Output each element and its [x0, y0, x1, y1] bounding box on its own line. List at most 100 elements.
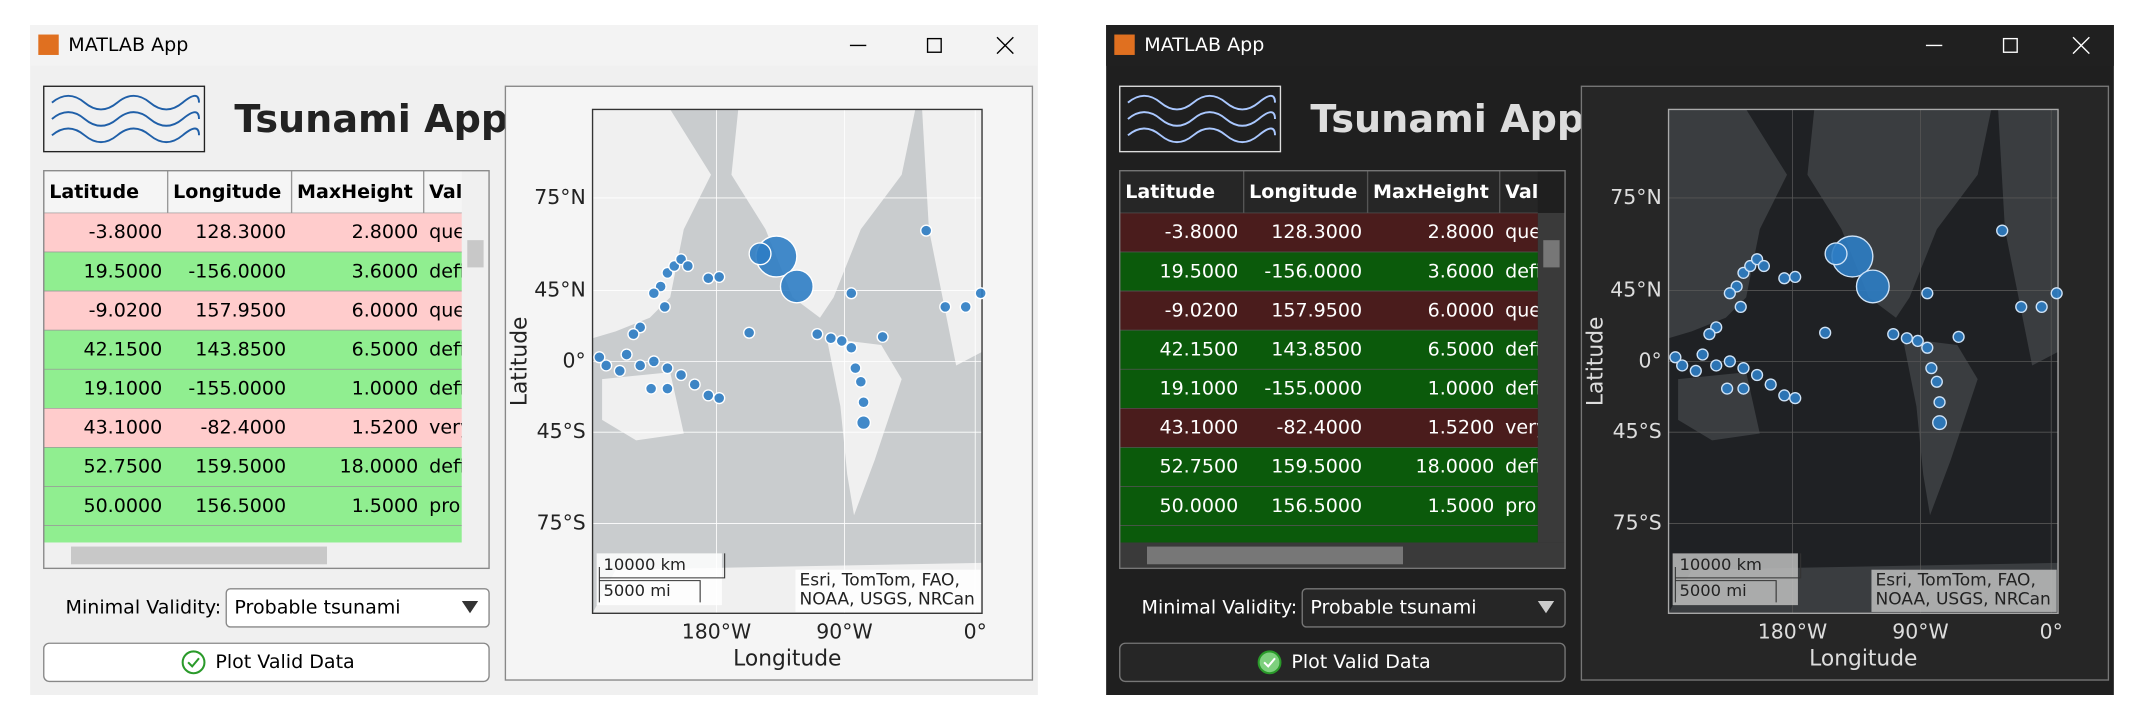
tsunami-bubble: [1996, 224, 2009, 237]
table-cell: 43.1000: [1159, 417, 1238, 439]
tsunami-bubble: [647, 355, 660, 368]
logo-wave: [1127, 94, 1276, 111]
scale-label: 5000 mi: [603, 581, 670, 600]
vertical-scrollbar[interactable]: [1537, 212, 1566, 543]
tsunami-bubble: [1778, 389, 1791, 402]
validity-dropdown[interactable]: [225, 588, 490, 628]
vertical-thumb[interactable]: [467, 240, 484, 268]
table-cell: defi: [429, 338, 465, 360]
tsunami-bubble: [1723, 287, 1736, 300]
lat-tick-label: 75°S: [537, 510, 586, 534]
validity-label: Minimal Validity:: [1142, 596, 1298, 618]
tsunami-bubble: [1824, 242, 1848, 266]
tsunami-bubble: [876, 330, 889, 343]
tsunami-bubble: [1900, 332, 1913, 345]
table-cell: 43.1000: [83, 417, 162, 439]
table-cell: 1.5000: [352, 495, 419, 517]
table-cell: 6.5000: [352, 338, 419, 360]
plot-button[interactable]: [1119, 642, 1566, 683]
table-cell: -3.8000: [1165, 221, 1239, 243]
tsunami-bubble: [974, 287, 987, 300]
validity-label: Minimal Validity:: [66, 596, 222, 618]
scale-bar: [598, 553, 726, 603]
dropdown-arrow: [1537, 601, 1555, 614]
x-axis-label: Longitude: [733, 647, 841, 672]
lon-tick-label: 180°W: [1758, 619, 1827, 643]
table-cell: 52.7500: [1159, 456, 1238, 478]
tsunami-bubble: [688, 378, 701, 391]
table-cell: -155.0000: [188, 378, 286, 400]
attribution: NOAA, USGS, NRCan: [1876, 590, 2051, 610]
validity-dropdown[interactable]: [1301, 588, 1566, 628]
check-mark: [1263, 657, 1276, 668]
scale-label: 5000 mi: [1679, 581, 1746, 600]
table-cell: defi: [1505, 378, 1541, 400]
scale-label: 10000 km: [603, 555, 686, 574]
close-button[interactable]: [2072, 36, 2090, 55]
logo: [1119, 85, 1282, 153]
tsunami-bubble: [1734, 300, 1747, 314]
attribution: Esri, TomTom, FAO,: [1876, 571, 2036, 591]
table-cell: 18.0000: [339, 456, 418, 478]
table-cell: 19.1000: [1159, 378, 1238, 400]
plot-button[interactable]: [43, 642, 490, 683]
table-border: [43, 170, 490, 570]
tsunami-bubble: [627, 327, 640, 341]
table-cell: 156.5000: [1271, 495, 1362, 517]
tsunami-bubble: [1696, 348, 1709, 361]
dropdown-value: Probable tsunami: [234, 596, 400, 618]
app-window: MATLAB App Tsunami App Latitude Longitude Ma…: [30, 25, 1038, 695]
lat-tick-label: 75°N: [534, 185, 585, 209]
button-label: Plot Valid Data: [1291, 651, 1430, 673]
lat-tick-label: 75°S: [1613, 510, 1662, 534]
map-frame: [1667, 108, 2059, 614]
lat-tick-label: 75°N: [1610, 185, 1661, 209]
table-row: [43, 408, 462, 448]
table-header-bg: [1119, 170, 1538, 213]
table-cell: defi: [1505, 260, 1541, 282]
tsunami-bubble: [1750, 368, 1764, 382]
tsunami-bubble: [856, 415, 872, 431]
tsunami-bubble: [1757, 259, 1771, 273]
tsunami-bubble: [1669, 351, 1682, 364]
tsunami-bubble: [647, 287, 660, 300]
table-cell: -3.8000: [89, 221, 163, 243]
app-title: Tsunami App: [234, 97, 508, 141]
app-icon: [38, 34, 59, 55]
table-cell: que: [1505, 221, 1541, 243]
scale-bar-box: [1672, 553, 1798, 606]
table-cell: 6.0000: [1428, 299, 1495, 321]
logo-wave: [1127, 127, 1276, 144]
table-row: [1119, 525, 1538, 543]
table-cell: 50.0000: [83, 495, 162, 517]
tsunami-bubble: [613, 364, 626, 378]
horizontal-thumb[interactable]: [1146, 546, 1404, 565]
vertical-thumb[interactable]: [1543, 240, 1560, 268]
tsunami-bubble: [702, 389, 715, 402]
table-cell: 1.0000: [352, 378, 419, 400]
vertical-scrollbar[interactable]: [461, 212, 490, 543]
table-header-bg: [43, 170, 462, 213]
scale-label: 10000 km: [1679, 555, 1762, 574]
tsunami-bubble: [1676, 359, 1689, 372]
app-window: MATLAB App Tsunami App Latitude Longitude Ma…: [1106, 25, 2114, 695]
lat-tick-label: 45°N: [1610, 278, 1661, 302]
horizontal-thumb[interactable]: [70, 546, 328, 565]
table-cell: 3.6000: [1428, 260, 1495, 282]
dropdown-value: Probable tsunami: [1310, 596, 1476, 618]
lon-tick-label: 0°: [964, 619, 987, 643]
land: [731, 109, 916, 318]
column-header: MaxHeight: [297, 181, 413, 203]
table-cell: 6.0000: [352, 299, 419, 321]
close-button[interactable]: [996, 36, 1014, 55]
table-cell: defi: [429, 378, 465, 400]
table-cell: -156.0000: [188, 260, 286, 282]
maximize-button[interactable]: [926, 37, 942, 53]
lat-tick-label: 45°N: [534, 278, 585, 302]
tsunami-bubble: [1789, 270, 1802, 284]
column-header: Vali: [429, 181, 469, 203]
tsunami-bubble: [1710, 359, 1723, 372]
lon-tick-label: 90°W: [1892, 619, 1948, 643]
maximize-button[interactable]: [2002, 37, 2018, 53]
tsunami-bubble: [1723, 355, 1736, 368]
